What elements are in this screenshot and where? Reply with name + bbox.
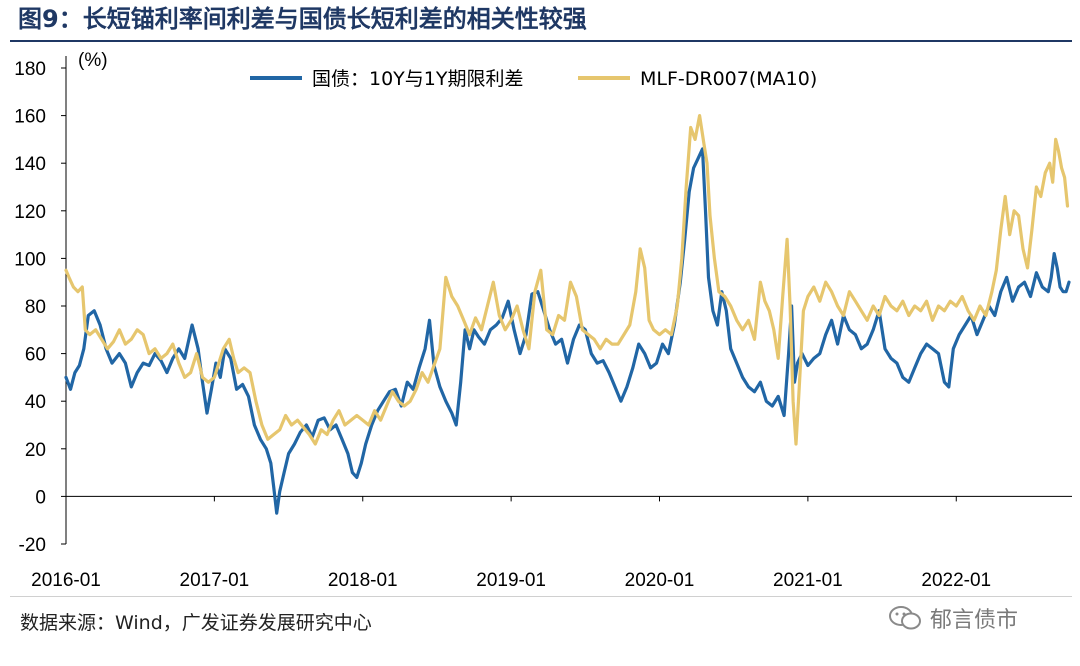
- y-tick-label: 100: [14, 249, 46, 270]
- watermark: 郁言债市: [888, 600, 1018, 636]
- x-tick-label: 2021-01: [773, 570, 843, 591]
- chart-series-layer: [64, 114, 1071, 515]
- y-tick-label: 0: [35, 487, 46, 508]
- y-tick-label: -20: [19, 535, 46, 556]
- x-tick-label: 2016-01: [31, 570, 101, 591]
- x-tick-label: 2018-01: [328, 570, 398, 591]
- title-divider: [10, 40, 1072, 42]
- y-tick-label: 180: [14, 59, 46, 80]
- legend-label: 国债：10Y与1Y期限利差: [312, 68, 523, 90]
- chart-legend: 国债：10Y与1Y期限利差 MLF-DR007(MA10): [250, 68, 817, 90]
- y-tick-label: 40: [25, 392, 46, 413]
- legend-label: MLF-DR007(MA10): [640, 68, 817, 90]
- watermark-text: 郁言债市: [930, 608, 1019, 633]
- data-source-note: 数据来源：Wind，广发证券发展研究中心: [20, 612, 372, 634]
- x-tick-label: 2017-01: [180, 570, 250, 591]
- y-tick-label: 120: [14, 202, 46, 223]
- x-tick-label: 2022-01: [921, 570, 991, 591]
- y-tick-label: 20: [25, 440, 46, 461]
- wechat-icon: [889, 606, 921, 630]
- x-tick-label: 2019-01: [476, 570, 546, 591]
- chart-figure-title: 图9：长短锚利率间利差与国债长短利差的相关性较强: [18, 2, 587, 36]
- y-tick-label: 80: [25, 297, 46, 318]
- series-line-bond-term-spread: [64, 147, 1071, 515]
- chart-axes: -20 0 20 40 60 80 100 120 140 160 180 (%) 2016-01 201…: [14, 50, 1072, 591]
- x-tick-label: 2020-01: [625, 570, 695, 591]
- y-tick-label: 160: [14, 107, 46, 128]
- footer-divider: [10, 596, 1072, 597]
- y-tick-label: 60: [25, 345, 46, 366]
- y-tick-label: 140: [14, 154, 46, 175]
- line-chart: -20 0 20 40 60 80 100 120 140 160 180 (%) 2016-01 201…: [14, 50, 1072, 591]
- y-axis-unit-label: (%): [78, 50, 108, 71]
- series-line-mlf-dr007: [64, 114, 1070, 446]
- figure-title-text: 图9：长短锚利率间利差与国债长短利差的相关性较强: [18, 5, 587, 33]
